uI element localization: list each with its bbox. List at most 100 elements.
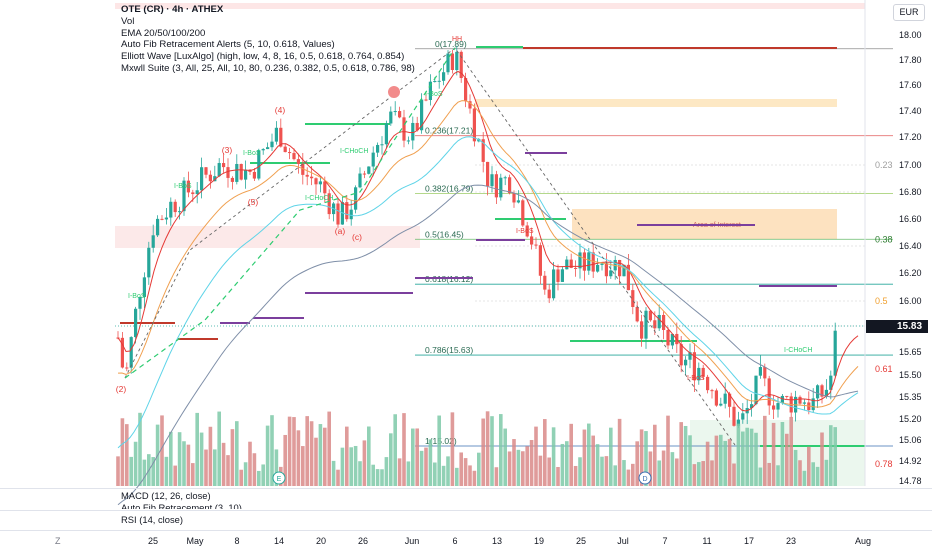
candle	[424, 99, 428, 101]
symbol-title[interactable]: OTE (CR) · 4h · ATHEX	[121, 4, 224, 15]
candle	[582, 252, 586, 271]
candle	[679, 344, 683, 366]
volume-bar	[732, 463, 736, 486]
volume-bar	[345, 426, 349, 486]
candle	[653, 320, 657, 329]
volume-bar	[472, 470, 477, 486]
rsi-pane[interactable]: RSI (14, close)	[115, 514, 183, 525]
structure-label: I-BoS	[516, 228, 534, 235]
volume-bar	[485, 411, 490, 486]
candle	[640, 321, 644, 339]
candle	[723, 393, 727, 404]
candle	[701, 367, 705, 377]
volume-bar	[767, 462, 771, 486]
volume-bar	[543, 419, 547, 486]
candle	[384, 123, 388, 145]
candle	[367, 166, 371, 174]
candle	[666, 330, 670, 346]
volume-bar	[389, 433, 393, 486]
candle	[574, 267, 578, 269]
volume-bar	[287, 416, 292, 486]
volume-bar	[793, 449, 798, 486]
volume-bar	[133, 441, 138, 486]
legend-mxwll-suite[interactable]: Mxwll Suite (3, All, 25, All, 10, 80, 0.…	[121, 62, 415, 74]
candle	[226, 167, 230, 178]
volume-bar	[802, 470, 807, 486]
volume-bar	[591, 435, 595, 486]
volume-bar	[217, 411, 221, 486]
volume-bar	[727, 439, 732, 486]
pane-divider[interactable]	[0, 488, 932, 489]
legend-fib-alerts[interactable]: Auto Fib Retracement Alerts (5, 10, 0.61…	[121, 39, 335, 51]
legend-volume[interactable]: Vol	[121, 15, 135, 27]
fib-level-label: 0.5(16.45)	[425, 229, 464, 239]
pane-divider[interactable]	[0, 510, 932, 511]
candle	[626, 264, 630, 291]
candle	[662, 314, 666, 331]
volume-bar	[745, 427, 749, 486]
volume-bar	[274, 449, 279, 486]
legend-elliott-wave[interactable]: Elliott Wave [LuxAlgo] (high, low, 4, 8,…	[121, 51, 405, 63]
structure-label: I-CHoCH	[305, 195, 333, 202]
x-tick-label: 23	[786, 536, 796, 546]
candle	[415, 122, 419, 131]
y-tick-label: 16.20	[899, 268, 922, 278]
candle	[345, 202, 349, 220]
candle	[182, 180, 186, 212]
x-tick-label: May	[186, 536, 204, 546]
candle	[829, 375, 833, 390]
candle	[530, 236, 534, 245]
candle	[635, 306, 639, 322]
candle	[741, 413, 745, 420]
volume-bar	[151, 457, 155, 486]
wave-label: HH	[452, 36, 462, 43]
candle	[318, 181, 322, 185]
volume-bar	[362, 440, 367, 486]
volume-bar	[270, 415, 274, 486]
candle	[450, 53, 454, 70]
volume-bar	[824, 459, 829, 486]
volume-bar	[424, 447, 428, 486]
candle	[380, 144, 384, 146]
volume-bar	[182, 441, 186, 486]
candle	[213, 176, 217, 182]
volume-bar	[600, 456, 604, 486]
candle	[754, 375, 758, 405]
y-tick-label: 14.78	[899, 476, 922, 486]
candle	[728, 393, 732, 407]
candle	[543, 275, 547, 290]
premium-zone	[115, 3, 865, 9]
structure-label: I-BoS	[243, 150, 261, 157]
candle	[433, 81, 437, 83]
dividend-event-label: D	[642, 476, 647, 483]
chart-legend: OTE (CR) · 4h · ATHEX Vol EMA 20/50/100/…	[121, 4, 415, 75]
volume-bar	[569, 423, 573, 486]
volume-bar	[723, 440, 727, 486]
candle	[446, 53, 450, 73]
candle	[772, 405, 776, 410]
candle	[468, 101, 472, 109]
candle	[714, 390, 718, 406]
candle	[508, 177, 512, 194]
macd-legend[interactable]: MACD (12, 26, close)	[121, 490, 211, 501]
macd-pane[interactable]: MACD (12, 26, close) Auto Fib Retracemen…	[115, 490, 242, 509]
volume-bar	[129, 456, 133, 486]
candle	[732, 406, 736, 426]
candle	[600, 263, 604, 265]
candle	[736, 419, 740, 426]
y-tick-label: 17.20	[899, 132, 922, 142]
legend-ema[interactable]: EMA 20/50/100/200	[121, 27, 206, 39]
rsi-legend[interactable]: RSI (14, close)	[121, 514, 183, 525]
volume-bar	[551, 427, 556, 486]
candle	[191, 192, 195, 195]
currency-button[interactable]: EUR	[893, 4, 925, 21]
volume-bar	[631, 463, 635, 486]
candle	[486, 161, 490, 187]
volume-bar	[221, 442, 226, 486]
x-tick-label: Jun	[405, 536, 420, 546]
candle	[556, 269, 560, 282]
candle	[178, 211, 182, 213]
volume-bar	[556, 466, 560, 486]
timezone-icon[interactable]: Z	[55, 536, 61, 546]
